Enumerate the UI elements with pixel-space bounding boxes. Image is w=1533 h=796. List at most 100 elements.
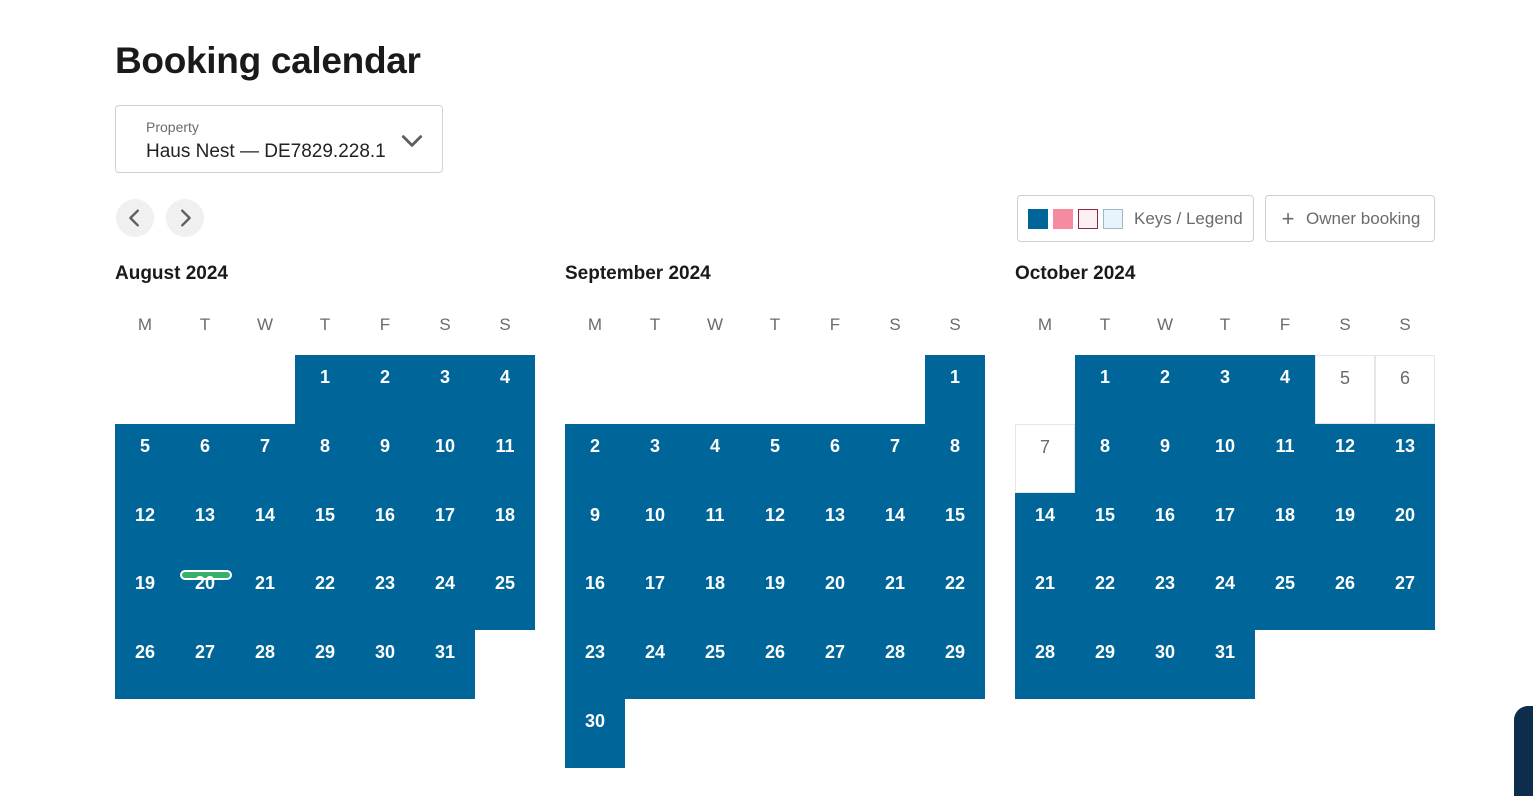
day-cell[interactable]: 8 [295, 423, 355, 493]
day-cell[interactable]: 1 [925, 355, 985, 424]
day-cell[interactable]: 10 [415, 423, 475, 493]
day-cell[interactable]: 13 [1375, 423, 1435, 493]
day-cell[interactable]: 22 [925, 561, 985, 631]
day-cell[interactable]: 22 [295, 561, 355, 631]
chat-widget-button[interactable] [1514, 706, 1533, 796]
day-cell[interactable]: 30 [355, 630, 415, 699]
day-cell[interactable]: 3 [625, 423, 685, 493]
day-cell[interactable]: 26 [745, 630, 805, 699]
day-cell[interactable]: 20 [175, 561, 235, 631]
day-cell[interactable]: 8 [1075, 423, 1135, 493]
day-number: 9 [379, 435, 390, 456]
day-cell[interactable]: 7 [235, 423, 295, 493]
day-cell[interactable]: 10 [1195, 423, 1255, 493]
day-cell[interactable]: 20 [805, 561, 865, 631]
day-cell[interactable]: 17 [625, 561, 685, 631]
day-cell[interactable]: 25 [685, 630, 745, 699]
day-cell[interactable]: 16 [355, 492, 415, 562]
day-cell[interactable]: 29 [925, 630, 985, 699]
day-cell[interactable]: 15 [1075, 492, 1135, 562]
day-cell[interactable]: 23 [565, 630, 625, 699]
day-cell[interactable]: 12 [745, 492, 805, 562]
day-cell[interactable]: 6 [1375, 355, 1435, 424]
day-cell[interactable]: 12 [1315, 423, 1375, 493]
day-cell[interactable]: 3 [1195, 355, 1255, 424]
day-cell[interactable]: 5 [745, 423, 805, 493]
day-cell[interactable]: 24 [625, 630, 685, 699]
day-cell[interactable]: 18 [475, 492, 535, 562]
day-cell[interactable]: 19 [1315, 492, 1375, 562]
day-cell[interactable]: 21 [865, 561, 925, 631]
day-cell[interactable]: 21 [1015, 561, 1075, 631]
day-cell[interactable]: 28 [1015, 630, 1075, 699]
day-cell[interactable]: 10 [625, 492, 685, 562]
day-cell[interactable]: 14 [1015, 492, 1075, 562]
day-cell[interactable]: 6 [805, 423, 865, 493]
day-cell[interactable]: 4 [685, 423, 745, 493]
day-cell[interactable]: 26 [1315, 561, 1375, 631]
day-cell[interactable]: 3 [415, 355, 475, 424]
day-cell[interactable]: 13 [175, 492, 235, 562]
day-cell[interactable]: 16 [565, 561, 625, 631]
next-month-button[interactable] [166, 199, 204, 237]
day-cell[interactable]: 18 [685, 561, 745, 631]
day-cell[interactable]: 8 [925, 423, 985, 493]
day-cell[interactable]: 21 [235, 561, 295, 631]
day-cell[interactable]: 17 [1195, 492, 1255, 562]
day-cell[interactable]: 29 [1075, 630, 1135, 699]
day-cell[interactable]: 19 [115, 561, 175, 631]
owner-booking-button[interactable]: + Owner booking [1265, 195, 1435, 242]
day-cell[interactable]: 26 [115, 630, 175, 699]
day-cell[interactable]: 27 [1375, 561, 1435, 631]
day-cell[interactable]: 9 [565, 492, 625, 562]
day-cell[interactable]: 28 [235, 630, 295, 699]
day-cell[interactable]: 7 [1015, 423, 1075, 493]
day-cell[interactable]: 2 [355, 355, 415, 424]
day-cell[interactable]: 25 [1255, 561, 1315, 631]
day-cell[interactable]: 15 [925, 492, 985, 562]
day-cell[interactable]: 25 [475, 561, 535, 631]
day-cell[interactable]: 18 [1255, 492, 1315, 562]
day-number: 21 [884, 573, 906, 594]
day-cell[interactable]: 2 [1135, 355, 1195, 424]
day-cell[interactable]: 15 [295, 492, 355, 562]
day-cell[interactable]: 24 [415, 561, 475, 631]
day-cell[interactable]: 19 [745, 561, 805, 631]
day-cell[interactable]: 16 [1135, 492, 1195, 562]
day-cell[interactable]: 29 [295, 630, 355, 699]
day-cell[interactable]: 28 [865, 630, 925, 699]
day-cell[interactable]: 4 [475, 355, 535, 424]
day-cell[interactable]: 11 [475, 423, 535, 493]
day-cell[interactable]: 24 [1195, 561, 1255, 631]
day-cell[interactable]: 17 [415, 492, 475, 562]
day-cell[interactable]: 12 [115, 492, 175, 562]
day-cell[interactable]: 13 [805, 492, 865, 562]
day-cell[interactable]: 14 [235, 492, 295, 562]
day-cell[interactable]: 27 [805, 630, 865, 699]
day-cell[interactable]: 31 [1195, 630, 1255, 699]
day-cell[interactable]: 5 [1315, 355, 1375, 424]
day-cell[interactable]: 5 [115, 423, 175, 493]
day-cell[interactable]: 23 [355, 561, 415, 631]
day-cell[interactable]: 6 [175, 423, 235, 493]
day-cell[interactable]: 31 [415, 630, 475, 699]
day-cell[interactable]: 4 [1255, 355, 1315, 424]
day-cell[interactable]: 11 [685, 492, 745, 562]
day-cell[interactable]: 27 [175, 630, 235, 699]
previous-month-button[interactable] [116, 199, 154, 237]
day-cell[interactable]: 1 [295, 355, 355, 424]
day-cell[interactable]: 1 [1075, 355, 1135, 424]
day-cell[interactable]: 7 [865, 423, 925, 493]
day-cell[interactable]: 14 [865, 492, 925, 562]
day-cell[interactable]: 9 [1135, 423, 1195, 493]
property-select[interactable]: Property Haus Nest — DE7829.228.1 [115, 105, 443, 173]
legend-button[interactable]: Keys / Legend [1017, 195, 1254, 242]
day-cell[interactable]: 2 [565, 423, 625, 493]
day-cell[interactable]: 22 [1075, 561, 1135, 631]
day-cell[interactable]: 30 [565, 698, 625, 768]
day-cell[interactable]: 9 [355, 423, 415, 493]
day-cell[interactable]: 11 [1255, 423, 1315, 493]
day-cell[interactable]: 23 [1135, 561, 1195, 631]
day-cell[interactable]: 20 [1375, 492, 1435, 562]
day-cell[interactable]: 30 [1135, 630, 1195, 699]
